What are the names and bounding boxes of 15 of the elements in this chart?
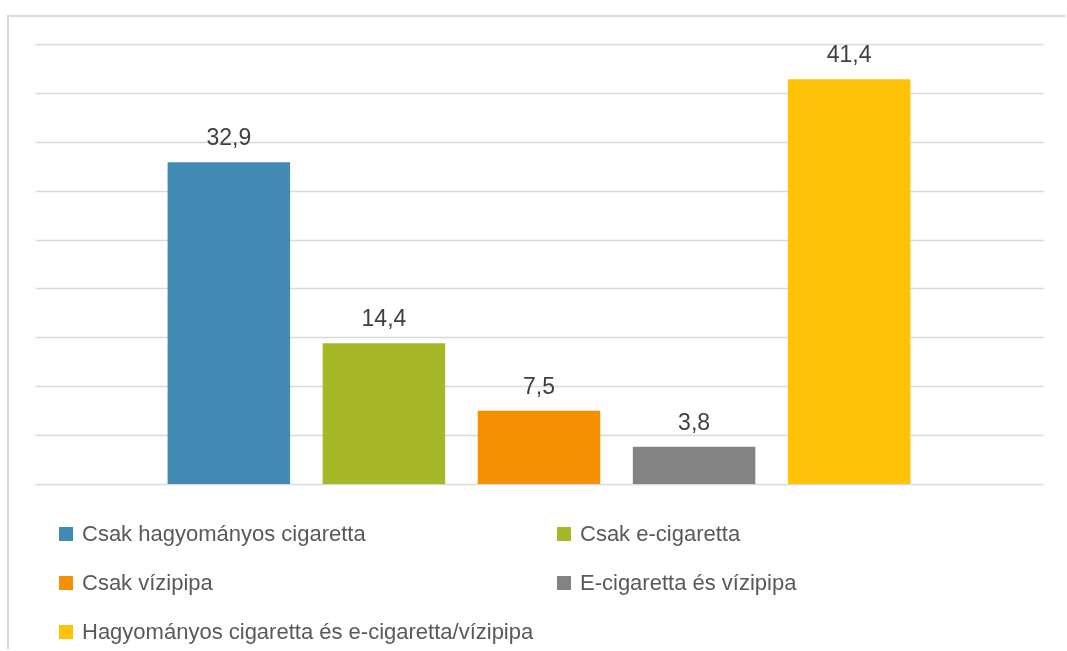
data-label: 3,8 bbox=[678, 408, 711, 435]
legend-label: Csak vízipipa bbox=[82, 570, 214, 595]
bar bbox=[632, 446, 756, 484]
legend-label: Csak hagyományos cigaretta bbox=[82, 521, 367, 546]
legend-label: E-cigaretta és vízipipa bbox=[580, 570, 798, 595]
data-label: 41,4 bbox=[826, 41, 872, 68]
legend-label: Csak e-cigaretta bbox=[580, 521, 741, 546]
data-label: 32,9 bbox=[206, 124, 252, 151]
data-label: 7,5 bbox=[523, 372, 555, 399]
bar bbox=[322, 343, 446, 484]
legend-label: Hagyományos cigaretta és e-cigaretta/vízipipa bbox=[82, 619, 534, 644]
bar bbox=[787, 79, 911, 484]
data-label: 14,4 bbox=[361, 305, 407, 332]
bar bbox=[167, 162, 291, 484]
bar bbox=[477, 410, 601, 484]
